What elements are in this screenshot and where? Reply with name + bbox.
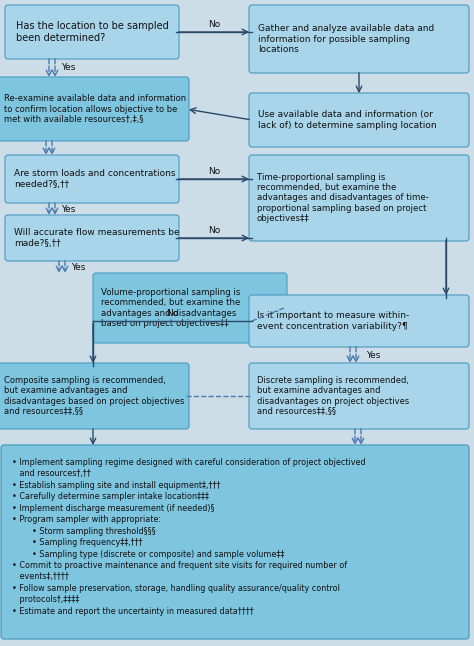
- FancyBboxPatch shape: [249, 93, 469, 147]
- Text: Has the location to be sampled
been determined?: Has the location to be sampled been dete…: [16, 21, 169, 43]
- Text: Are storm loads and concentrations
needed?§,††: Are storm loads and concentrations neede…: [14, 169, 175, 189]
- Text: Composite sampling is recommended,
but examine advantages and
disadvantages base: Composite sampling is recommended, but e…: [4, 376, 184, 416]
- FancyBboxPatch shape: [0, 77, 189, 141]
- Text: • Implement sampling regime designed with careful consideration of project objec: • Implement sampling regime designed wit…: [12, 458, 365, 616]
- FancyBboxPatch shape: [249, 5, 469, 73]
- FancyBboxPatch shape: [93, 273, 287, 343]
- FancyBboxPatch shape: [0, 363, 189, 429]
- Text: No: No: [208, 226, 220, 235]
- FancyBboxPatch shape: [249, 155, 469, 241]
- Text: No: No: [166, 309, 179, 318]
- Text: Will accurate flow measurements be
made?§,††: Will accurate flow measurements be made?…: [14, 228, 180, 247]
- Text: Is it important to measure within-
event concentration variability?¶: Is it important to measure within- event…: [257, 311, 409, 331]
- FancyBboxPatch shape: [249, 295, 469, 347]
- Text: Yes: Yes: [61, 205, 75, 213]
- FancyBboxPatch shape: [5, 155, 179, 203]
- Text: Use available data and information (or
lack of) to determine sampling location: Use available data and information (or l…: [258, 110, 437, 130]
- FancyBboxPatch shape: [5, 215, 179, 261]
- Text: Gather and analyze available data and
information for possible sampling
location: Gather and analyze available data and in…: [258, 24, 434, 54]
- Text: Yes: Yes: [366, 351, 380, 360]
- Text: Volume-proportional sampling is
recommended, but examine the
advantages and disa: Volume-proportional sampling is recommen…: [101, 288, 240, 328]
- Text: Yes: Yes: [61, 63, 75, 72]
- FancyBboxPatch shape: [1, 445, 469, 639]
- Text: Yes: Yes: [71, 262, 85, 271]
- Text: Discrete sampling is recommended,
but examine advantages and
disadvantages on pr: Discrete sampling is recommended, but ex…: [257, 376, 409, 416]
- Text: No: No: [208, 167, 220, 176]
- FancyBboxPatch shape: [249, 363, 469, 429]
- FancyBboxPatch shape: [5, 5, 179, 59]
- Text: Re-examine available data and information
to confirm location allows objective t: Re-examine available data and informatio…: [4, 94, 186, 124]
- Text: Time-proportional sampling is
recommended, but examine the
advantages and disadv: Time-proportional sampling is recommende…: [257, 172, 429, 224]
- Text: No: No: [208, 20, 220, 29]
